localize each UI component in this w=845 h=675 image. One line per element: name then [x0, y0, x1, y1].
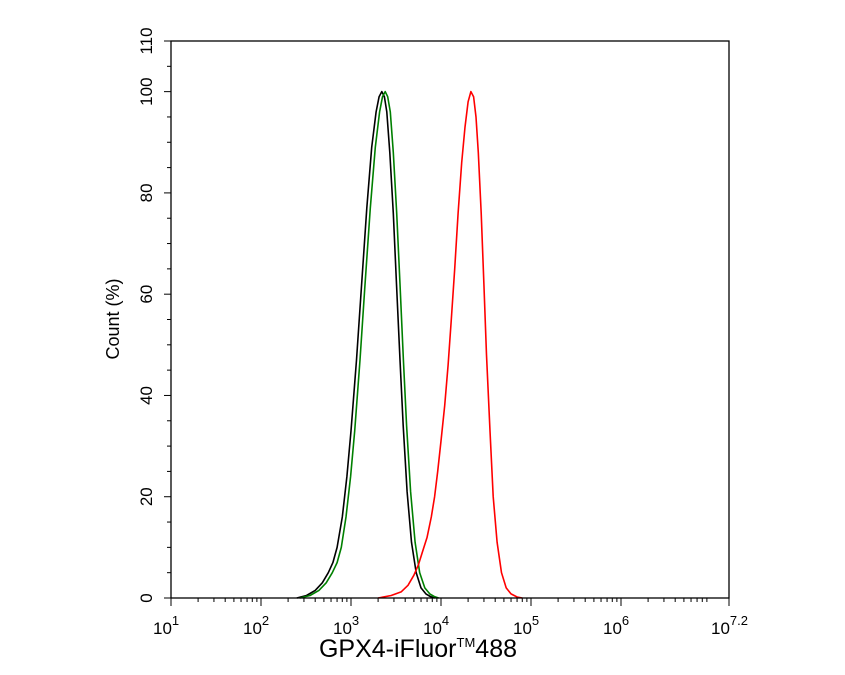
y-tick-label: 0 — [137, 593, 156, 602]
y-tick-label: 110 — [137, 27, 156, 54]
plot-frame — [170, 40, 730, 599]
x-tick-label: 103 — [333, 613, 359, 638]
x-tick-exponent: 3 — [352, 613, 359, 628]
y-tick-label: 40 — [137, 386, 156, 405]
y-tick-label: 20 — [137, 487, 156, 506]
x-tick-label: 105 — [513, 613, 539, 638]
x-axis-title: GPX4-iFluorTM488 — [319, 635, 517, 663]
x-tick-exponent: 6 — [622, 613, 629, 628]
x-tick-label: 101 — [153, 613, 179, 638]
x-tick-exponent: 5 — [532, 613, 539, 628]
x-tick-exponent: 1 — [172, 613, 179, 628]
x-tick-label: 104 — [423, 613, 449, 638]
x-tick-base: 10 — [333, 619, 352, 638]
x-axis-title-tail: 488 — [475, 635, 517, 663]
y-tick-label: 100 — [137, 77, 156, 105]
x-tick-exponent: 2 — [262, 613, 269, 628]
axis-ticks — [164, 40, 730, 606]
series-line-1 — [296, 90, 435, 599]
series-layer — [296, 90, 523, 599]
series-line-3 — [377, 90, 523, 599]
x-tick-base: 10 — [711, 619, 730, 638]
x-tick-base: 10 — [513, 619, 532, 638]
x-tick-label: 102 — [243, 613, 269, 638]
y-tick-label: 60 — [137, 285, 156, 304]
x-tick-label: 107.2 — [711, 613, 748, 638]
x-tick-base: 10 — [423, 619, 442, 638]
x-tick-base: 10 — [153, 619, 172, 638]
x-tick-base: 10 — [243, 619, 262, 638]
series-line-2 — [299, 90, 439, 599]
y-axis-title: Count (%) — [103, 278, 123, 359]
x-axis-title-sup: TM — [457, 635, 476, 650]
x-tick-base: 10 — [603, 619, 622, 638]
x-tick-exponent: 4 — [442, 613, 449, 628]
x-tick-label: 106 — [603, 613, 629, 638]
y-tick-label: 80 — [137, 183, 156, 202]
x-axis-title-main: GPX4-iFluor — [319, 635, 457, 663]
x-tick-exponent: 7.2 — [730, 613, 748, 628]
